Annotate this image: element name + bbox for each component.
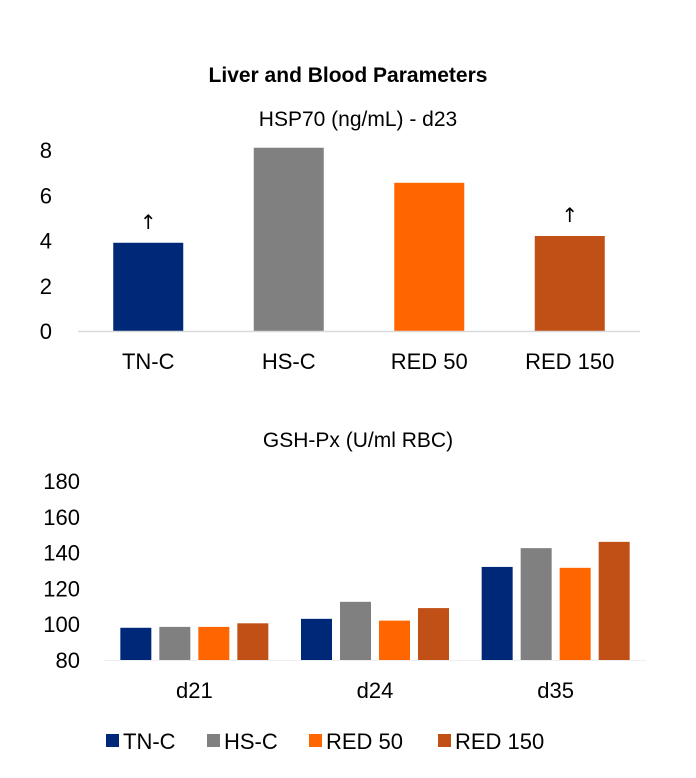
bar-hs-c (253, 147, 324, 331)
y-tick-label: 0 (40, 319, 52, 344)
hsp70-bars (113, 147, 605, 331)
gshpx-x-axis: d21 d24 d35 (176, 678, 574, 703)
bar-red-50 (394, 182, 465, 331)
y-tick-label: 4 (40, 229, 52, 254)
y-tick-label: 140 (43, 541, 80, 566)
legend-swatch (207, 734, 220, 747)
legend-label: HS-C (224, 729, 278, 754)
legend-item-tn-c: TN-C (106, 729, 176, 754)
significance-arrow: ↑ (561, 203, 578, 227)
hsp70-chart-title: HSP70 (ng/mL) - d23 (259, 108, 457, 131)
bar-d21-hs-c (159, 626, 191, 660)
legend: TN-C HS-C RED 50 RED 150 (106, 729, 544, 754)
y-tick-label: 2 (40, 274, 52, 299)
y-tick-label: 8 (40, 138, 52, 163)
y-tick-label: 180 (43, 469, 80, 494)
bar-d21-red-50 (198, 626, 230, 660)
bar-d24-red-150 (418, 608, 449, 660)
gshpx-chart-title: GSH-Px (U/ml RBC) (263, 429, 453, 452)
hsp70-x-axis: TN-C HS-C RED 50 RED 150 (122, 349, 614, 374)
figure-title: Liver and Blood Parameters (209, 64, 488, 87)
bar-d24-red-50 (379, 620, 410, 660)
bar-d21-tn-c (120, 627, 152, 660)
y-tick-label: 80 (56, 648, 80, 673)
legend-label: TN-C (123, 729, 176, 754)
y-tick-label: 100 (43, 612, 80, 637)
hsp70-y-axis: 0 2 4 6 8 (40, 138, 52, 344)
legend-swatch (106, 734, 119, 747)
bar-d35-hs-c (520, 548, 552, 660)
y-tick-label: 120 (43, 576, 80, 601)
bar-d24-tn-c (301, 618, 332, 660)
x-tick-label: RED 50 (391, 349, 468, 374)
bar-d21-red-150 (237, 623, 269, 660)
bar-tn-c (113, 242, 184, 331)
hsp70-chart: HSP70 (ng/mL) - d23 0 2 4 6 8 TN-C HS-C RED 50… (40, 108, 640, 374)
x-tick-label: d21 (176, 678, 213, 703)
y-tick-label: 160 (43, 505, 80, 530)
gshpx-y-axis: 80 100 120 140 160 180 (43, 469, 80, 673)
legend-item-hs-c: HS-C (207, 729, 278, 754)
bar-red-150 (534, 235, 605, 331)
bar-d35-red-50 (559, 567, 591, 660)
x-tick-label: RED 150 (525, 349, 614, 374)
bar-d35-tn-c (481, 566, 513, 660)
x-tick-label: HS-C (262, 349, 316, 374)
legend-item-red-50: RED 50 (309, 729, 403, 754)
legend-swatch (438, 734, 451, 747)
hsp70-annotations: ↑ ↑ (140, 203, 578, 234)
bar-d35-red-150 (598, 541, 630, 660)
legend-swatch (309, 734, 322, 747)
y-tick-label: 6 (40, 183, 52, 208)
gshpx-bars (120, 541, 630, 660)
x-tick-label: d35 (537, 678, 574, 703)
legend-item-red-150: RED 150 (438, 729, 544, 754)
x-tick-label: d24 (357, 678, 394, 703)
significance-arrow: ↑ (140, 210, 157, 234)
bar-d24-hs-c (340, 601, 371, 660)
x-tick-label: TN-C (122, 349, 175, 374)
legend-label: RED 150 (455, 729, 544, 754)
legend-label: RED 50 (326, 729, 403, 754)
